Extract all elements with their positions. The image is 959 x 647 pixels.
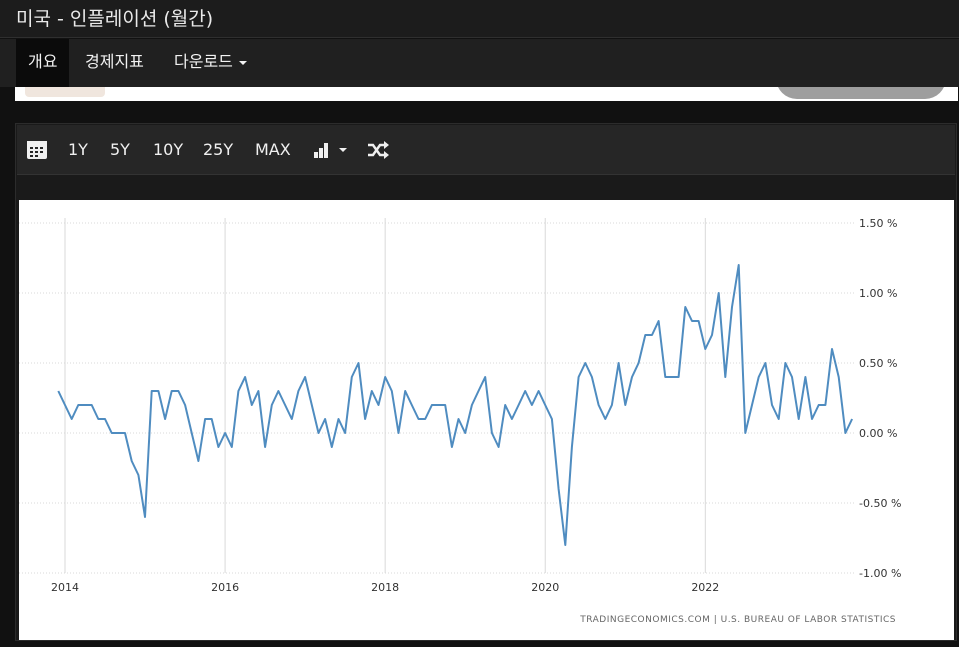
y-tick-label: 0.50 % — [859, 357, 897, 370]
page-title: 미국 - 인플레이션 (월간) — [16, 8, 214, 30]
x-tick-label: 2020 — [531, 581, 559, 594]
y-tick-label: -1.00 % — [859, 567, 901, 580]
y-tick-label: -0.50 % — [859, 497, 901, 510]
range-5y-button[interactable]: 5Y — [110, 140, 130, 159]
range-max-button[interactable]: MAX — [255, 140, 291, 159]
banner-image — [25, 87, 105, 97]
y-tick-label: 1.50 % — [859, 217, 897, 230]
y-tick-label: 0.00 % — [859, 427, 897, 440]
x-tick-label: 2014 — [51, 581, 79, 594]
y-tick-label: 1.00 % — [859, 287, 897, 300]
source-credit: TRADINGECONOMICS.COM | U.S. BUREAU OF LA… — [580, 615, 896, 625]
x-tick-label: 2022 — [691, 581, 719, 594]
range-25y-button[interactable]: 25Y — [203, 140, 234, 159]
series-line — [57, 264, 854, 546]
shuffle-icon[interactable] — [367, 141, 389, 161]
tab-download[interactable]: 다운로드 — [162, 39, 259, 87]
tab-indicators[interactable]: 경제지표 — [85, 52, 144, 71]
range-10y-button[interactable]: 10Y — [153, 140, 184, 159]
title-bar: 미국 - 인플레이션 (월간) — [0, 0, 959, 38]
tab-download-label: 다운로드 — [174, 52, 233, 71]
banner-strip — [15, 87, 958, 101]
chart-area: 1.50 % 1.00 % 0.50 % 0.00 % -0.50 % -1.00 % 20… — [19, 200, 954, 640]
line-chart: 1.50 % 1.00 % 0.50 % 0.00 % -0.50 % -1.00 % 20… — [19, 217, 901, 594]
calendar-icon[interactable] — [27, 141, 47, 161]
range-1y-button[interactable]: 1Y — [68, 140, 88, 159]
x-tick-label: 2018 — [371, 581, 399, 594]
chart-toolbar: 1Y 5Y 10Y 25Y MAX — [17, 125, 955, 175]
banner-button[interactable] — [776, 87, 946, 99]
nav-tabs: 개요 경제지표 다운로드 — [0, 39, 959, 87]
tab-overview[interactable]: 개요 — [16, 39, 70, 87]
bar-chart-icon[interactable] — [313, 141, 349, 161]
chevron-down-icon — [238, 60, 247, 65]
x-tick-label: 2016 — [211, 581, 239, 594]
